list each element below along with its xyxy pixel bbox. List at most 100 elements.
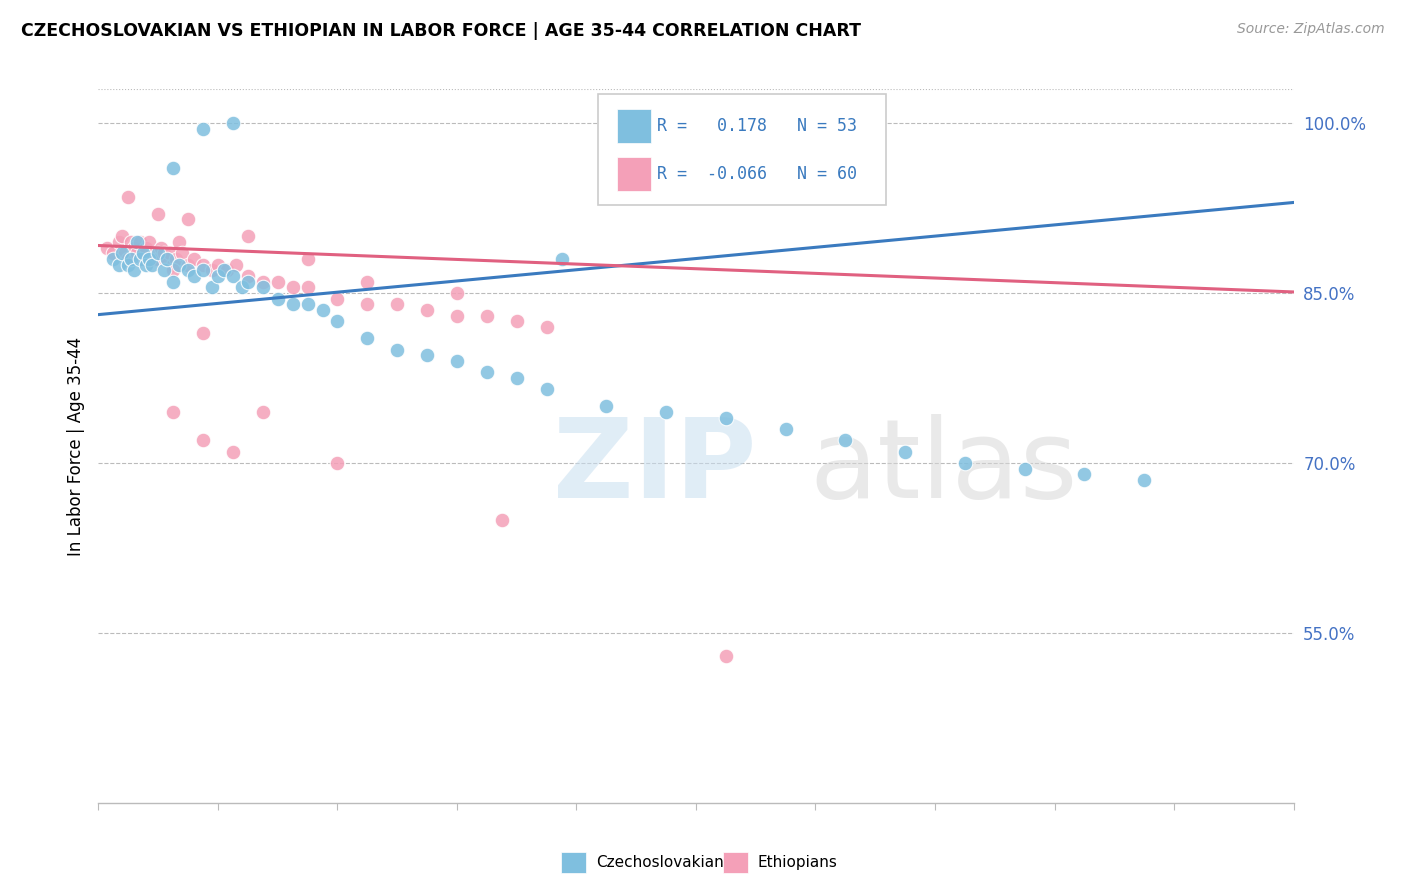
Point [162, 263, 184, 277]
Point [550, 252, 572, 266]
Point [120, 252, 142, 266]
Point [491, 513, 513, 527]
Text: Ethiopians: Ethiopians [758, 855, 838, 870]
Point [834, 434, 856, 448]
Point [96, 241, 118, 255]
Point [201, 263, 224, 277]
Point [135, 241, 157, 255]
Point [714, 410, 737, 425]
Point [191, 326, 214, 340]
Point [446, 354, 468, 368]
Point [150, 241, 173, 255]
Point [124, 241, 146, 255]
Point [714, 648, 737, 663]
Point [222, 269, 245, 284]
Point [162, 405, 184, 419]
Point [148, 207, 170, 221]
Point [1073, 467, 1095, 482]
Point [138, 235, 160, 249]
Point [183, 252, 205, 266]
Point [281, 297, 304, 311]
Text: CZECHOSLOVAKIAN VS ETHIOPIAN IN LABOR FORCE | AGE 35-44 CORRELATION CHART: CZECHOSLOVAKIAN VS ETHIOPIAN IN LABOR FO… [21, 22, 860, 40]
Point [132, 252, 155, 266]
Point [108, 258, 131, 272]
Point [267, 292, 290, 306]
Point [153, 263, 176, 277]
Point [135, 258, 157, 272]
Point [120, 235, 142, 249]
Text: Source: ZipAtlas.com: Source: ZipAtlas.com [1237, 22, 1385, 37]
Point [231, 280, 253, 294]
Point [162, 258, 184, 272]
Point [475, 365, 498, 379]
Point [207, 258, 229, 272]
Point [252, 280, 274, 294]
Point [103, 252, 125, 266]
Point [775, 422, 797, 436]
Point [108, 235, 131, 249]
Point [385, 343, 409, 357]
Point [655, 405, 678, 419]
Point [141, 252, 163, 266]
Point [252, 405, 274, 419]
Point [222, 116, 245, 130]
Point [416, 348, 439, 362]
Point [416, 303, 439, 318]
Point [356, 331, 378, 345]
Point [1014, 461, 1036, 475]
Point [297, 280, 319, 294]
Point [281, 280, 304, 294]
Point [143, 246, 166, 260]
Point [111, 246, 134, 260]
Point [162, 275, 184, 289]
Point [191, 258, 214, 272]
Point [212, 263, 235, 277]
Point [172, 246, 194, 260]
Point [225, 258, 247, 272]
Point [326, 314, 349, 328]
Point [191, 121, 214, 136]
Point [356, 297, 378, 311]
Point [236, 269, 259, 284]
Point [311, 303, 333, 318]
Point [153, 246, 176, 260]
Point [177, 258, 200, 272]
Point [1133, 473, 1156, 487]
Point [297, 252, 319, 266]
Point [127, 235, 149, 249]
Point [446, 309, 468, 323]
Point [129, 235, 152, 249]
Point [148, 252, 170, 266]
Point [475, 309, 498, 323]
Point [236, 275, 259, 289]
Point [177, 212, 200, 227]
Point [124, 263, 146, 277]
Point [536, 383, 558, 397]
Point [326, 456, 349, 470]
Point [156, 252, 179, 266]
Point [953, 456, 976, 470]
Point [177, 263, 200, 277]
Point [201, 280, 224, 294]
Point [894, 444, 917, 458]
Point [595, 400, 617, 414]
Point [222, 444, 245, 458]
Point [117, 190, 139, 204]
Point [148, 246, 170, 260]
Point [385, 297, 409, 311]
Point [111, 229, 134, 244]
Point [167, 258, 190, 272]
Point [191, 263, 214, 277]
Point [138, 252, 160, 266]
Point [536, 320, 558, 334]
Point [506, 314, 529, 328]
Point [165, 252, 187, 266]
Point [297, 297, 319, 311]
Point [167, 235, 190, 249]
Point [326, 292, 349, 306]
Point [159, 246, 181, 260]
Point [215, 263, 238, 277]
Point [446, 286, 468, 301]
Point [103, 246, 125, 260]
Point [114, 246, 136, 260]
